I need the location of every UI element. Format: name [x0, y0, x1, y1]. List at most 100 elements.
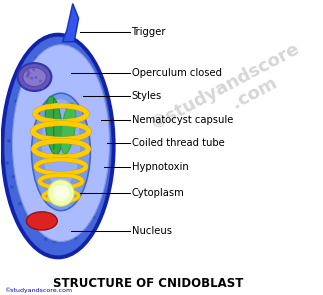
Polygon shape	[62, 4, 78, 42]
Circle shape	[34, 226, 36, 229]
Ellipse shape	[48, 180, 74, 206]
Circle shape	[90, 116, 92, 118]
Circle shape	[51, 98, 53, 100]
Circle shape	[84, 212, 86, 214]
Circle shape	[26, 147, 29, 149]
Circle shape	[101, 154, 103, 156]
Circle shape	[100, 170, 103, 172]
Circle shape	[15, 100, 17, 102]
Circle shape	[43, 163, 45, 165]
Circle shape	[50, 97, 53, 99]
Circle shape	[49, 160, 51, 163]
Circle shape	[70, 196, 72, 199]
Circle shape	[90, 127, 93, 130]
Text: STRUCTURE OF CNIDOBLAST: STRUCTURE OF CNIDOBLAST	[53, 277, 243, 290]
Circle shape	[35, 142, 37, 144]
Circle shape	[51, 86, 54, 88]
Circle shape	[81, 218, 84, 220]
Circle shape	[35, 57, 37, 59]
Circle shape	[53, 240, 56, 242]
Circle shape	[19, 181, 22, 183]
Text: Trigger: Trigger	[131, 27, 166, 37]
Circle shape	[42, 84, 43, 86]
Circle shape	[53, 85, 55, 88]
Circle shape	[51, 230, 54, 232]
Circle shape	[70, 200, 73, 202]
Circle shape	[27, 75, 28, 77]
Text: Nematocyst capsule: Nematocyst capsule	[131, 114, 233, 124]
Circle shape	[37, 199, 39, 201]
Circle shape	[106, 137, 109, 139]
Circle shape	[22, 163, 25, 165]
Circle shape	[61, 122, 63, 124]
Circle shape	[60, 81, 63, 83]
Circle shape	[88, 98, 90, 101]
Circle shape	[67, 48, 69, 51]
Circle shape	[67, 201, 69, 204]
Circle shape	[85, 66, 87, 69]
Ellipse shape	[13, 45, 109, 241]
Circle shape	[23, 85, 25, 87]
Circle shape	[21, 111, 23, 113]
Ellipse shape	[32, 93, 90, 211]
Circle shape	[57, 237, 59, 239]
Circle shape	[86, 221, 89, 223]
Circle shape	[98, 153, 100, 155]
Circle shape	[60, 184, 63, 186]
Circle shape	[104, 106, 106, 108]
Circle shape	[44, 208, 47, 210]
Text: Operculum closed: Operculum closed	[131, 68, 222, 78]
Circle shape	[28, 129, 31, 131]
Circle shape	[87, 140, 90, 142]
Circle shape	[27, 74, 29, 76]
Ellipse shape	[42, 99, 80, 187]
Circle shape	[33, 145, 36, 147]
Text: Hypnotoxin: Hypnotoxin	[131, 162, 188, 172]
Circle shape	[19, 76, 21, 77]
Circle shape	[24, 93, 26, 96]
Circle shape	[76, 77, 78, 79]
Circle shape	[27, 71, 29, 73]
Circle shape	[73, 224, 76, 226]
Ellipse shape	[17, 63, 51, 91]
Circle shape	[59, 103, 62, 105]
Text: Cytoplasm: Cytoplasm	[131, 188, 184, 198]
Circle shape	[24, 140, 26, 143]
Circle shape	[73, 173, 75, 175]
Text: Coiled thread tube: Coiled thread tube	[131, 138, 224, 148]
Text: Nucleus: Nucleus	[131, 226, 172, 236]
Circle shape	[75, 80, 78, 82]
Circle shape	[43, 73, 46, 75]
Circle shape	[74, 152, 77, 154]
Circle shape	[75, 237, 77, 239]
Circle shape	[29, 135, 31, 137]
Circle shape	[19, 178, 22, 181]
Ellipse shape	[4, 36, 112, 256]
Circle shape	[29, 155, 32, 158]
Circle shape	[34, 145, 36, 147]
Circle shape	[62, 217, 64, 219]
Circle shape	[89, 160, 91, 163]
Circle shape	[11, 186, 13, 188]
Circle shape	[41, 68, 43, 70]
Ellipse shape	[61, 103, 76, 154]
Circle shape	[97, 107, 99, 110]
Circle shape	[67, 96, 69, 98]
Circle shape	[92, 216, 95, 218]
Circle shape	[23, 84, 25, 87]
Circle shape	[6, 162, 8, 164]
Circle shape	[68, 190, 70, 193]
Circle shape	[52, 176, 54, 179]
Circle shape	[31, 77, 33, 79]
Text: Styles: Styles	[131, 91, 162, 101]
Circle shape	[40, 80, 41, 82]
Circle shape	[13, 176, 15, 178]
Circle shape	[45, 238, 47, 240]
Circle shape	[27, 155, 30, 158]
Circle shape	[74, 79, 76, 81]
Circle shape	[68, 65, 70, 67]
Circle shape	[39, 188, 41, 190]
Circle shape	[93, 151, 95, 153]
Circle shape	[49, 125, 51, 127]
Circle shape	[8, 140, 10, 142]
